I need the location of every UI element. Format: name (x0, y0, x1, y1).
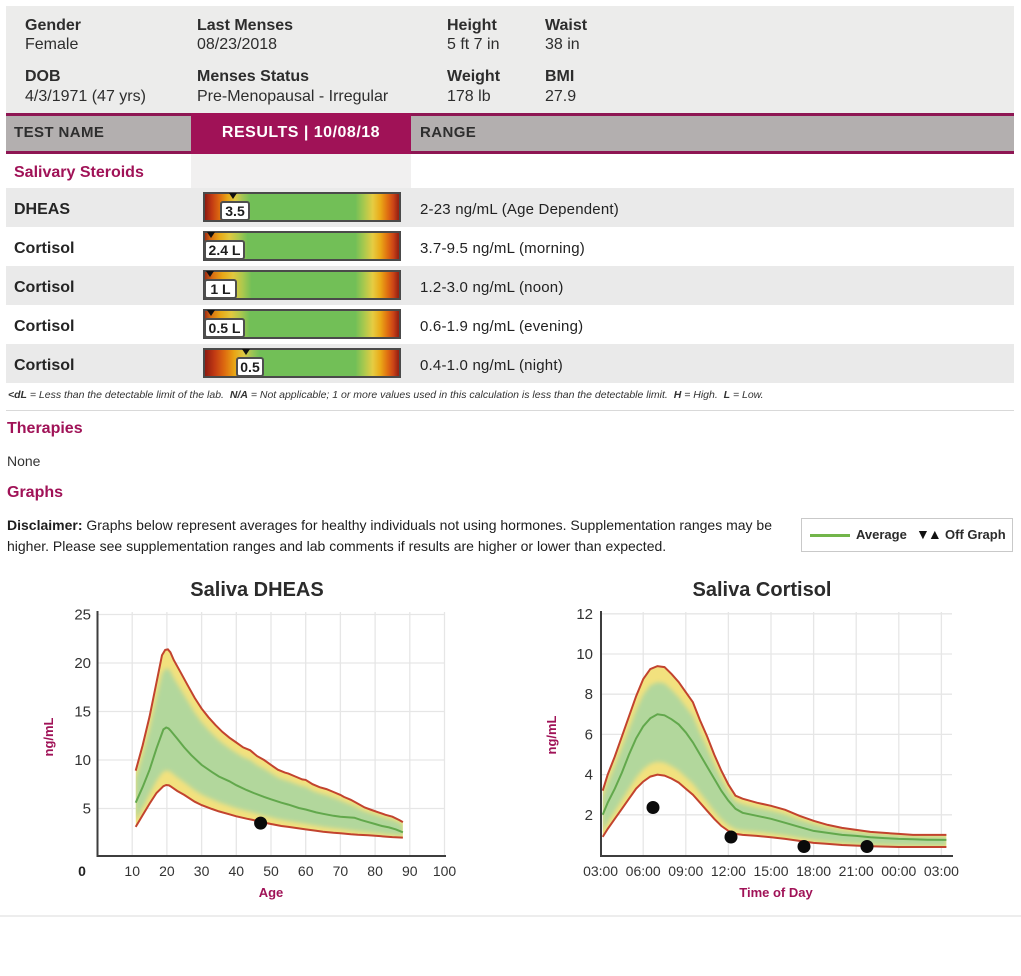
svg-text:20: 20 (74, 655, 91, 672)
svg-text:100: 100 (433, 863, 457, 879)
svg-text:15: 15 (74, 704, 91, 721)
svg-text:00:00: 00:00 (881, 863, 916, 879)
svg-text:2: 2 (585, 807, 593, 824)
svg-text:70: 70 (333, 863, 349, 879)
svg-text:80: 80 (367, 863, 383, 879)
svg-text:5: 5 (83, 801, 91, 818)
svg-text:06:00: 06:00 (626, 863, 661, 879)
svg-text:90: 90 (402, 863, 418, 879)
svg-text:ng/mL: ng/mL (544, 715, 559, 754)
svg-text:8: 8 (585, 686, 593, 703)
svg-text:18:00: 18:00 (796, 863, 831, 879)
svg-text:12: 12 (576, 606, 593, 623)
svg-text:Saliva DHEAS: Saliva DHEAS (190, 579, 323, 601)
svg-text:12:00: 12:00 (711, 863, 746, 879)
svg-text:15:00: 15:00 (753, 863, 788, 879)
svg-text:0: 0 (78, 863, 86, 879)
svg-text:Saliva Cortisol: Saliva Cortisol (693, 579, 832, 601)
svg-text:4: 4 (585, 767, 593, 784)
svg-text:Time of Day: Time of Day (739, 885, 813, 900)
svg-text:20: 20 (159, 863, 175, 879)
svg-text:60: 60 (298, 863, 314, 879)
svg-text:03:00: 03:00 (924, 863, 959, 879)
svg-text:25: 25 (74, 607, 91, 624)
svg-text:Age: Age (259, 885, 284, 900)
svg-text:30: 30 (194, 863, 210, 879)
svg-text:09:00: 09:00 (668, 863, 703, 879)
svg-text:10: 10 (124, 863, 140, 879)
svg-text:40: 40 (229, 863, 245, 879)
svg-text:50: 50 (263, 863, 279, 879)
svg-text:03:00: 03:00 (583, 863, 618, 879)
svg-text:6: 6 (585, 726, 593, 743)
svg-text:21:00: 21:00 (839, 863, 874, 879)
svg-text:ng/mL: ng/mL (41, 717, 56, 756)
svg-text:10: 10 (576, 646, 593, 663)
svg-text:10: 10 (74, 752, 91, 769)
